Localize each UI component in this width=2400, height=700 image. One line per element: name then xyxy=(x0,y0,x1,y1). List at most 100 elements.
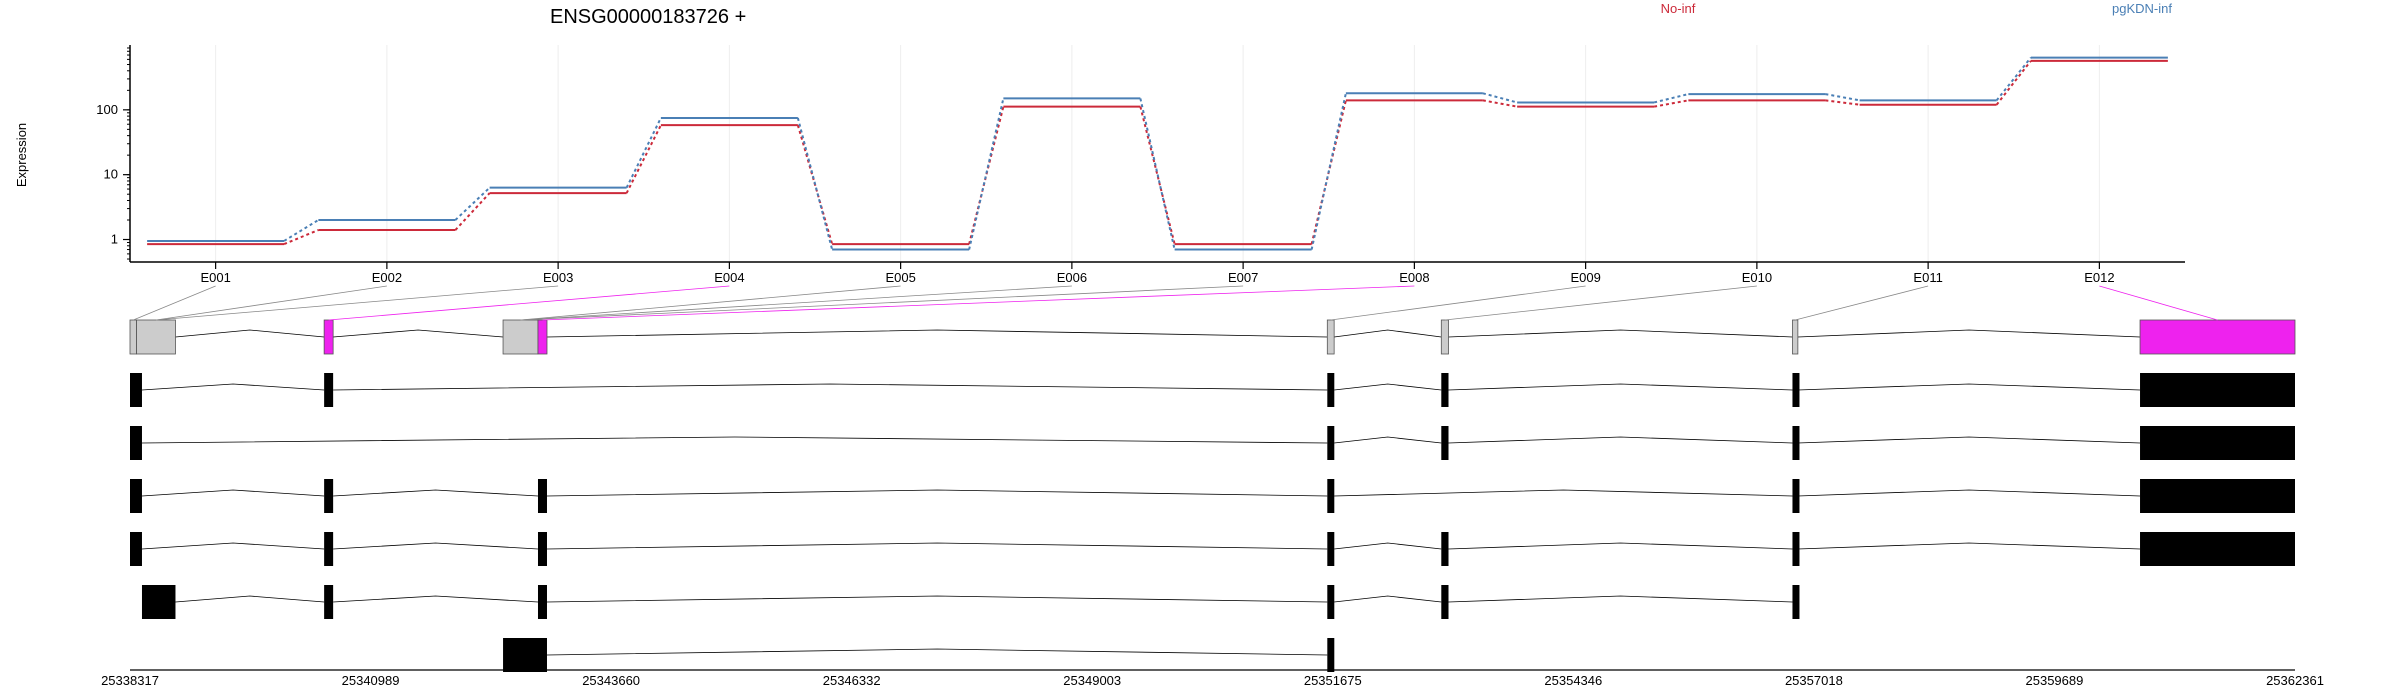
intron-line xyxy=(1334,436,1442,444)
series-connector xyxy=(1482,92,1518,104)
transcript-exon xyxy=(1327,585,1335,619)
intron-line xyxy=(546,489,1328,497)
bin-connector xyxy=(133,285,216,321)
transcript-6 xyxy=(503,638,1335,672)
intron-line xyxy=(1797,383,2141,391)
intron-line xyxy=(141,489,325,497)
x-tick-label: E011 xyxy=(1913,270,1942,285)
transcript-3 xyxy=(130,479,2295,513)
series-connector xyxy=(454,192,491,231)
intron-line xyxy=(1448,595,1793,603)
x-tick-label: E001 xyxy=(200,270,230,285)
transcript-exon xyxy=(537,532,547,566)
bin-connector xyxy=(155,285,387,321)
intron-line xyxy=(333,542,539,550)
intron-line xyxy=(1334,542,1442,550)
coordinate-label: 25351675 xyxy=(1304,673,1362,688)
intron-line xyxy=(1334,595,1442,603)
gene-model: 25338317 25340989 25343660 25346332 25349003… xyxy=(101,285,2324,688)
x-tick-label: E006 xyxy=(1057,270,1087,285)
transcript-4 xyxy=(130,532,2295,566)
intron-line xyxy=(1334,489,1793,497)
intron-line xyxy=(333,489,539,497)
x-tick-label: E008 xyxy=(1399,270,1429,285)
transcript-exon xyxy=(130,532,142,566)
y-tick-label: 1 xyxy=(111,232,118,247)
transcript-exon xyxy=(1327,426,1335,460)
series-connector xyxy=(1310,93,1347,250)
x-tick-label: E010 xyxy=(1742,270,1772,285)
coordinate-label: 25354346 xyxy=(1544,673,1602,688)
transcript-exon xyxy=(2140,426,2295,460)
expression-plot: 1 10 100 E001 E002 E003 E004 E005 E006 E007 E008 E0… xyxy=(96,45,2185,285)
exon-block xyxy=(136,319,176,355)
intron-line xyxy=(175,595,325,603)
intron-line xyxy=(1448,436,1793,444)
intron-line xyxy=(1334,383,1442,391)
transcript-exon xyxy=(1441,585,1449,619)
intron-line xyxy=(546,542,1328,550)
coordinate-label: 25343660 xyxy=(582,673,640,688)
intron-line xyxy=(141,542,325,550)
coordinate-label: 25338317 xyxy=(101,673,159,688)
transcript-exon xyxy=(1792,373,1800,407)
bin-connector xyxy=(520,285,1072,321)
intron-line xyxy=(175,329,325,338)
series-connector xyxy=(1995,60,2032,106)
series-connector xyxy=(1139,98,1176,250)
series-connector xyxy=(625,117,662,189)
transcript-exon xyxy=(1441,426,1449,460)
series-connector xyxy=(625,124,662,194)
intron-line xyxy=(1448,329,1793,338)
coordinate-label: 25362361 xyxy=(2266,673,2324,688)
bin-connector xyxy=(1330,285,1586,321)
x-tick-label: E004 xyxy=(714,270,744,285)
coordinate-label: 25340989 xyxy=(342,673,400,688)
series-connector xyxy=(1995,56,2032,101)
transcript-2 xyxy=(130,426,2295,460)
series-0 xyxy=(147,59,2168,246)
exon-block xyxy=(1326,319,1335,355)
intron-line xyxy=(1797,329,2141,338)
x-tick-label: E003 xyxy=(543,270,573,285)
transcript-exon xyxy=(130,426,142,460)
series-connector xyxy=(283,219,319,242)
transcript-exon xyxy=(1792,426,1800,460)
transcript-exon xyxy=(537,479,547,513)
x-tick-label: E007 xyxy=(1228,270,1258,285)
series-connector xyxy=(968,98,1005,250)
series-connector xyxy=(1825,99,1860,106)
intron-line xyxy=(1797,542,2141,550)
transcript-exon xyxy=(2140,373,2295,407)
transcript-exon xyxy=(2140,532,2295,566)
series-connector xyxy=(1825,93,1860,102)
y-axis-label: Expression xyxy=(14,123,29,187)
transcript-exon xyxy=(1327,373,1335,407)
exon-block xyxy=(537,319,548,355)
series-1 xyxy=(147,56,2168,251)
intron-line xyxy=(546,648,1328,656)
transcript-exon xyxy=(1441,373,1449,407)
transcript-exon xyxy=(1327,638,1335,672)
series-connector xyxy=(454,186,491,221)
bin-connector xyxy=(1795,285,1929,321)
transcript-exon xyxy=(2140,479,2295,513)
transcript-5 xyxy=(141,585,1800,619)
bin-connector xyxy=(155,285,559,321)
legend-no-inf: No-inf xyxy=(1661,1,1696,16)
series-connector xyxy=(1653,93,1689,104)
bin-connector xyxy=(520,285,1244,321)
exon-block xyxy=(129,319,137,355)
transcript-exon xyxy=(324,585,334,619)
intron-line xyxy=(141,436,1328,444)
series-connector xyxy=(283,229,319,246)
legend-pgkdn-inf: pgKDN-inf xyxy=(2112,1,2172,16)
intron-line xyxy=(1797,436,2141,444)
exon-block xyxy=(502,319,539,355)
transcript-exon xyxy=(1792,532,1800,566)
transcript-exon xyxy=(324,479,334,513)
intron-line xyxy=(333,329,504,338)
bin-connector xyxy=(1444,285,1757,321)
exon-block xyxy=(2139,319,2296,355)
